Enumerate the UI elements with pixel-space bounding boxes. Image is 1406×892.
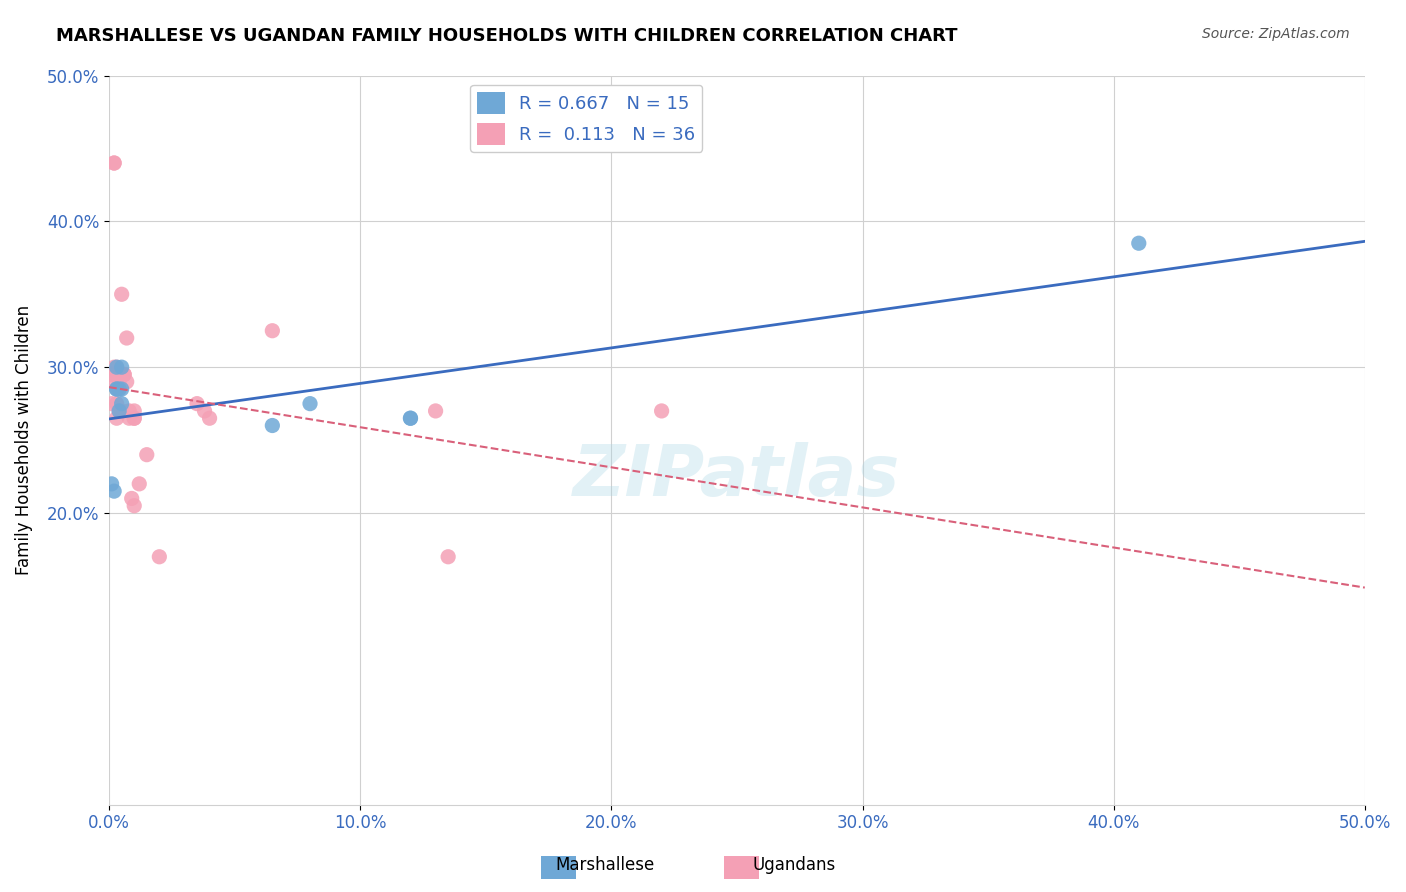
Y-axis label: Family Households with Children: Family Households with Children [15, 305, 32, 575]
Point [108, 404, 131, 418]
Point [122, 411, 145, 425]
Text: ZIPatlas: ZIPatlas [574, 442, 901, 511]
Point [193, 404, 215, 418]
Point [111, 368, 134, 382]
Point [186, 397, 208, 411]
Point [425, 404, 447, 418]
Point [118, 411, 141, 425]
Point [148, 549, 170, 564]
Point [111, 360, 134, 375]
Point [100, 397, 122, 411]
Text: Ugandans: Ugandans [752, 856, 837, 874]
Point [111, 404, 134, 418]
Point [105, 360, 128, 375]
Point [399, 411, 422, 425]
Point [103, 360, 125, 375]
Point [100, 368, 122, 382]
Text: Source: ZipAtlas.com: Source: ZipAtlas.com [1202, 27, 1350, 41]
Point [262, 418, 284, 433]
Point [112, 368, 135, 382]
Legend: R = 0.667   N = 15, R =  0.113   N = 36: R = 0.667 N = 15, R = 0.113 N = 36 [470, 85, 703, 152]
Point [105, 360, 128, 375]
Point [100, 476, 122, 491]
Point [399, 411, 422, 425]
Point [115, 331, 138, 345]
Point [108, 404, 131, 418]
Point [262, 324, 284, 338]
Point [122, 499, 145, 513]
Point [299, 397, 322, 411]
Point [103, 484, 125, 499]
Point [121, 491, 143, 506]
Point [105, 411, 128, 425]
Point [112, 368, 135, 382]
Point [122, 411, 145, 425]
Point [122, 404, 145, 418]
Point [198, 411, 221, 425]
Point [128, 476, 150, 491]
Point [111, 287, 134, 301]
Point [103, 156, 125, 170]
Point [135, 448, 157, 462]
Point [115, 375, 138, 389]
Point [651, 404, 673, 418]
Point [105, 382, 128, 396]
Point [100, 375, 122, 389]
Point [1128, 236, 1150, 251]
Point [111, 397, 134, 411]
Point [105, 382, 128, 396]
Point [105, 368, 128, 382]
Text: Marshallese: Marshallese [555, 856, 654, 874]
Point [103, 156, 125, 170]
Point [105, 397, 128, 411]
Point [118, 404, 141, 418]
Point [108, 382, 131, 396]
Text: MARSHALLESE VS UGANDAN FAMILY HOUSEHOLDS WITH CHILDREN CORRELATION CHART: MARSHALLESE VS UGANDAN FAMILY HOUSEHOLDS… [56, 27, 957, 45]
Point [437, 549, 460, 564]
Point [108, 375, 131, 389]
Point [111, 382, 134, 396]
